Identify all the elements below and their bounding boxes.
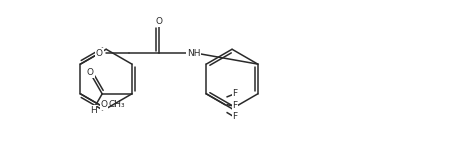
Text: F: F (232, 101, 237, 110)
Text: H: H (90, 106, 96, 115)
Text: NH: NH (187, 49, 200, 58)
Text: F: F (232, 112, 237, 121)
Text: O: O (87, 68, 94, 78)
Text: F: F (232, 89, 237, 98)
Text: CH₃: CH₃ (108, 100, 125, 109)
Text: O: O (95, 49, 103, 58)
Text: O: O (100, 100, 107, 109)
Text: O: O (155, 17, 162, 26)
